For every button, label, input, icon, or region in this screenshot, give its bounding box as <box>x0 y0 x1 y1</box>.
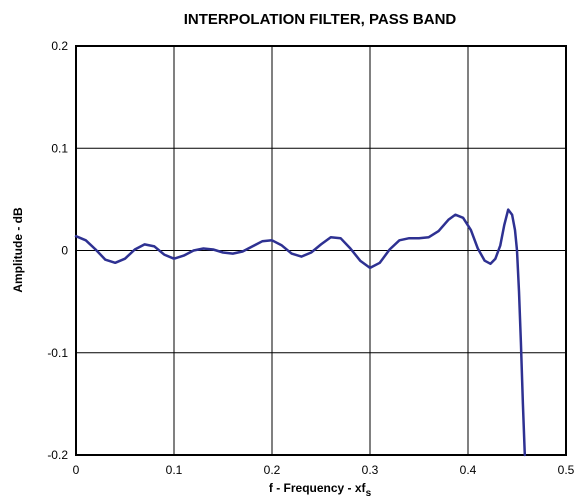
x-tick-label: 0.5 <box>558 463 575 477</box>
y-tick-label: -0.2 <box>47 448 68 462</box>
y-axis-label: Amplitude - dB <box>11 207 25 293</box>
plot-frame <box>75 45 567 456</box>
y-tick-label: 0.2 <box>51 39 68 53</box>
x-axis-label-subscript: s <box>366 488 372 499</box>
y-tick-label: 0.1 <box>51 141 68 155</box>
y-tick-label: 0 <box>61 244 68 258</box>
x-tick-label: 0 <box>73 463 80 477</box>
y-tick-label: -0.1 <box>47 346 68 360</box>
grid <box>75 45 567 456</box>
x-tick-label: 0.1 <box>166 463 183 477</box>
series-line <box>74 208 527 457</box>
x-axis-label: f - Frequency - xfs <box>269 481 372 499</box>
x-tick-label: 0.2 <box>264 463 281 477</box>
x-tick-labels: 0 0.1 0.2 0.3 0.4 0.5 <box>73 463 575 477</box>
chart-title: INTERPOLATION FILTER, PASS BAND <box>184 11 457 28</box>
y-tick-labels: 0.2 0.1 0 -0.1 -0.2 <box>47 39 68 462</box>
x-tick-label: 0.4 <box>460 463 477 477</box>
x-axis-label-main: f - Frequency - xf <box>269 481 367 495</box>
x-tick-label: 0.3 <box>362 463 379 477</box>
